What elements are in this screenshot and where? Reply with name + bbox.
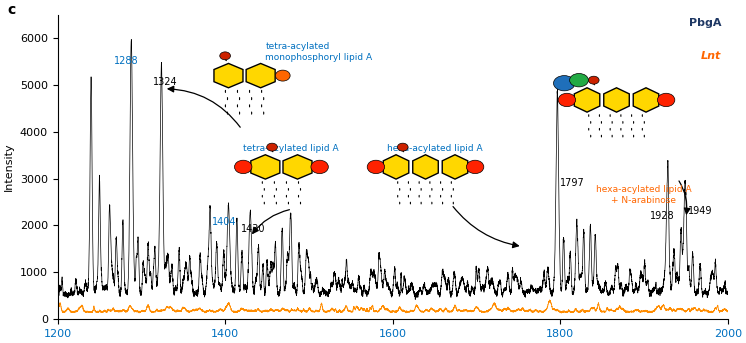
Polygon shape	[214, 63, 243, 88]
Text: 1404: 1404	[212, 217, 236, 227]
Polygon shape	[283, 155, 312, 179]
Text: hexa-acylated lipid A: hexa-acylated lipid A	[387, 144, 483, 153]
Text: 1324: 1324	[154, 77, 178, 87]
Text: tetra-acylated lipid A: tetra-acylated lipid A	[243, 144, 339, 153]
Ellipse shape	[266, 143, 278, 151]
Polygon shape	[442, 155, 468, 179]
Polygon shape	[574, 88, 600, 112]
Text: 1288: 1288	[114, 56, 139, 66]
Text: 1928: 1928	[650, 211, 674, 221]
Polygon shape	[413, 155, 439, 179]
Ellipse shape	[466, 160, 484, 174]
Polygon shape	[246, 63, 275, 88]
Ellipse shape	[570, 73, 589, 87]
Text: PbgA: PbgA	[689, 18, 721, 28]
Ellipse shape	[398, 143, 408, 151]
Ellipse shape	[589, 76, 599, 84]
Text: tetra-acylated
monophosphoryl lipid A: tetra-acylated monophosphoryl lipid A	[266, 42, 372, 62]
Ellipse shape	[220, 52, 231, 60]
Text: 1949: 1949	[689, 206, 713, 216]
Ellipse shape	[657, 93, 675, 107]
Text: 1430: 1430	[242, 224, 266, 234]
Polygon shape	[604, 88, 630, 112]
Ellipse shape	[554, 75, 575, 91]
Ellipse shape	[275, 70, 290, 81]
Ellipse shape	[234, 160, 252, 174]
Ellipse shape	[311, 160, 328, 174]
Y-axis label: Intensity: Intensity	[4, 143, 14, 191]
Polygon shape	[383, 155, 409, 179]
Ellipse shape	[558, 93, 576, 107]
Text: 1797: 1797	[560, 178, 585, 188]
Ellipse shape	[367, 160, 385, 174]
Polygon shape	[251, 155, 280, 179]
Polygon shape	[633, 88, 659, 112]
Text: hexa-acylated lipid A
+ N-arabinose: hexa-acylated lipid A + N-arabinose	[596, 185, 692, 205]
Text: c: c	[7, 2, 16, 16]
Text: Lnt: Lnt	[700, 51, 721, 61]
